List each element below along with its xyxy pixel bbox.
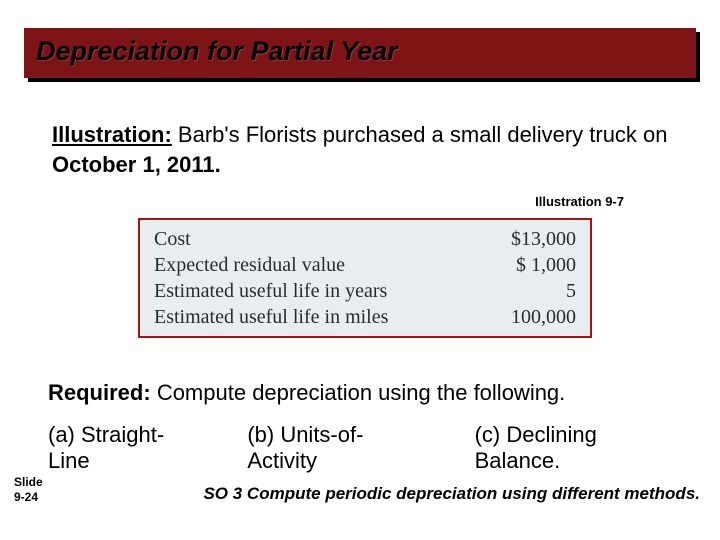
illustration-date: October 1, 2011. bbox=[52, 152, 221, 177]
slide-title: Depreciation for Partial Year bbox=[24, 28, 696, 75]
required-text: Required: Compute depreciation using the… bbox=[48, 380, 672, 406]
illustration-body-1: Barb's Florists purchased a small delive… bbox=[178, 122, 668, 147]
table-row: Estimated useful life in years 5 bbox=[154, 278, 576, 304]
table-cell-label: Estimated useful life in miles bbox=[154, 304, 388, 330]
option-b: (b) Units-of-Activity bbox=[247, 422, 432, 474]
options-row: (a) Straight-Line (b) Units-of-Activity … bbox=[48, 422, 688, 474]
table-cell-value: 100,000 bbox=[476, 304, 576, 330]
data-table: Cost $13,000 Expected residual value $ 1… bbox=[138, 218, 592, 338]
slide-number: Slide 9-24 bbox=[14, 475, 43, 504]
table-cell-value: $13,000 bbox=[476, 226, 576, 252]
table-cell-value: 5 bbox=[476, 278, 576, 304]
table-cell-label: Expected residual value bbox=[154, 252, 345, 278]
required-body-text: Compute depreciation using the following… bbox=[157, 380, 565, 405]
table-cell-value: $ 1,000 bbox=[476, 252, 576, 278]
option-a: (a) Straight-Line bbox=[48, 422, 205, 474]
option-c: (c) Declining Balance. bbox=[475, 422, 688, 474]
table-row: Cost $13,000 bbox=[154, 226, 576, 252]
illustration-label: Illustration: bbox=[52, 122, 172, 147]
slide-number-value: 9-24 bbox=[14, 490, 43, 504]
illustration-text: Illustration: Barb's Florists purchased … bbox=[52, 120, 670, 179]
table-cell-label: Cost bbox=[154, 226, 191, 252]
study-objective: SO 3 Compute periodic depreciation using… bbox=[180, 484, 700, 504]
slide: Depreciation for Partial Year Illustrati… bbox=[0, 0, 720, 540]
table-row: Expected residual value $ 1,000 bbox=[154, 252, 576, 278]
required-label: Required: bbox=[48, 380, 151, 405]
illustration-caption: Illustration 9-7 bbox=[535, 194, 624, 209]
table-row: Estimated useful life in miles 100,000 bbox=[154, 304, 576, 330]
table-cell-label: Estimated useful life in years bbox=[154, 278, 387, 304]
slide-number-label: Slide bbox=[14, 475, 43, 489]
title-bar: Depreciation for Partial Year bbox=[24, 28, 696, 78]
